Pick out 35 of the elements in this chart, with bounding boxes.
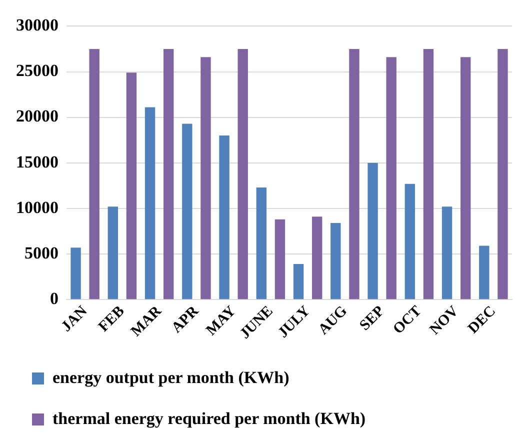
bar <box>274 219 286 300</box>
bar <box>219 136 230 300</box>
bar <box>498 48 508 300</box>
y-tick-label: 20000 <box>16 106 58 126</box>
bar <box>200 57 211 300</box>
bar <box>256 187 267 300</box>
x-tick-label: FEB <box>96 303 128 336</box>
bar <box>163 48 174 300</box>
bar <box>404 184 416 300</box>
bar <box>460 57 471 300</box>
bar <box>368 162 378 300</box>
bar <box>126 72 137 300</box>
bar <box>238 48 248 300</box>
y-tick-label: 5000 <box>24 243 58 262</box>
bar <box>293 264 304 300</box>
bar <box>70 248 81 300</box>
y-tick-label: 30000 <box>16 16 58 35</box>
bar <box>312 216 322 300</box>
legend-label: energy output per month (KWh) <box>52 368 290 387</box>
bar <box>108 206 118 300</box>
bar <box>442 206 452 300</box>
bar <box>89 48 100 300</box>
bar <box>144 107 156 300</box>
y-tick-label: 10000 <box>16 198 58 217</box>
bar <box>386 57 396 300</box>
bar <box>330 223 341 300</box>
y-tick-label: 25000 <box>16 61 58 80</box>
bar <box>349 48 360 300</box>
bar <box>182 124 192 300</box>
y-tick-label: 15000 <box>16 152 58 172</box>
bar <box>479 246 490 300</box>
legend-label: thermal energy required per month (KWh) <box>52 408 366 428</box>
x-tick-label: SEP <box>356 303 388 334</box>
bar <box>423 48 434 300</box>
y-tick-label: 0 <box>50 288 58 308</box>
